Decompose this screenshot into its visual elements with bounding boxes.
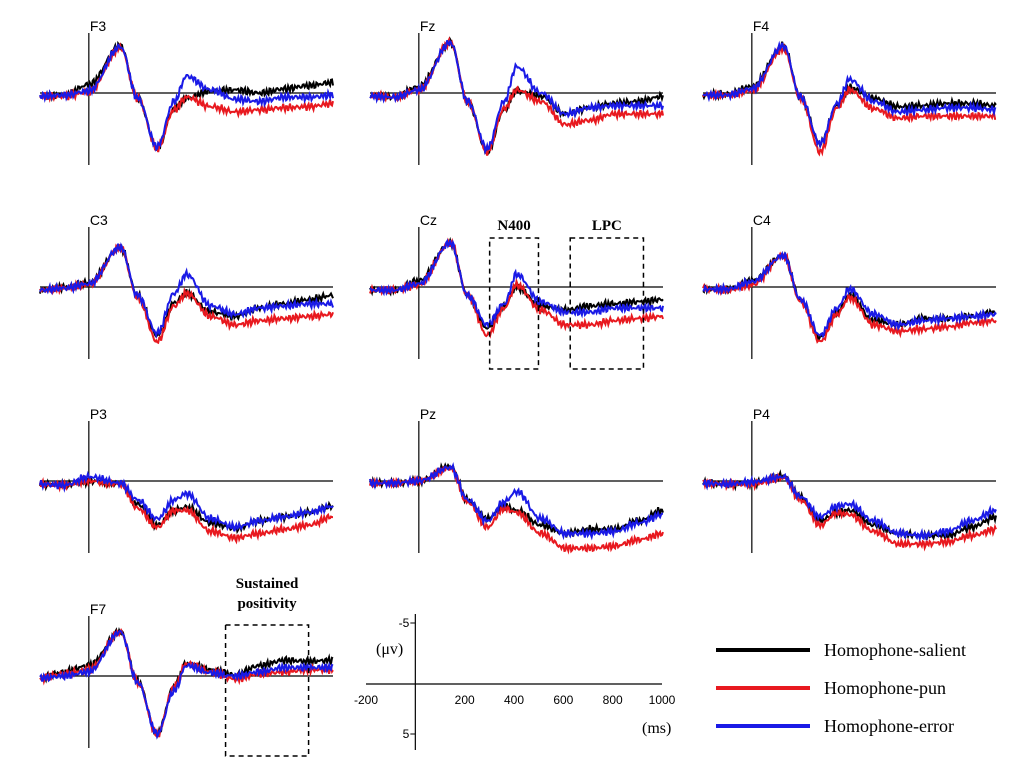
- legend-label: Homophone-pun: [824, 678, 946, 698]
- panel-fz: Fz: [369, 18, 664, 165]
- panel-f7: F7: [39, 601, 334, 748]
- electrode-label: P4: [753, 406, 770, 422]
- panel-f4: F4: [702, 18, 997, 165]
- annotation-box-1: [488, 237, 540, 370]
- panel-c3: C3: [39, 212, 334, 359]
- trace-homophone-error: [702, 40, 997, 150]
- trace-homophone-error: [39, 629, 334, 740]
- electrode-label: F3: [90, 18, 107, 34]
- trace-homophone-error: [369, 39, 664, 156]
- trace-homophone-salient: [39, 475, 334, 535]
- electrode-label: C4: [753, 212, 771, 228]
- trace-homophone-error: [702, 250, 997, 339]
- trace-homophone-pun: [702, 472, 997, 552]
- trace-homophone-error: [39, 242, 334, 339]
- panel-c4: C4: [702, 212, 997, 359]
- electrode-label: C3: [90, 212, 108, 228]
- panel-pz: Pz: [369, 406, 664, 555]
- trace-homophone-salient: [370, 36, 664, 156]
- annotations: N400 LPC Sustained positivity: [224, 218, 645, 757]
- annotation-box-2: [569, 237, 645, 370]
- panel-f3: F3: [39, 18, 334, 165]
- annotation-label: Sustained: [236, 576, 299, 592]
- trace-homophone-pun: [702, 251, 997, 344]
- electrode-label: F7: [90, 601, 107, 617]
- scale-y-tick: 5: [403, 727, 410, 741]
- scale-x-tick: 600: [553, 693, 573, 707]
- scale-y-tick: -5: [399, 616, 410, 630]
- trace-homophone-error: [39, 470, 334, 532]
- scale-x-tick: -200: [354, 693, 378, 707]
- scale-x-tick: 1000: [649, 693, 676, 707]
- scale-y-unit: (μv): [376, 641, 403, 658]
- trace-homophone-pun: [39, 243, 334, 345]
- scale-bar: -200 200 400 600 800 1000 -5 5 (μv) (ms): [354, 614, 676, 750]
- electrode-label: Fz: [420, 18, 436, 34]
- trace-homophone-salient: [39, 626, 334, 740]
- trace-homophone-error: [39, 42, 334, 152]
- electrode-label: F4: [753, 18, 770, 34]
- trace-homophone-salient: [369, 462, 664, 538]
- electrode-label: P3: [90, 406, 107, 422]
- panel-p3: P3: [39, 406, 334, 553]
- trace-homophone-pun: [369, 36, 664, 156]
- electrode-label: Cz: [420, 212, 437, 228]
- trace-homophone-salient: [702, 250, 997, 340]
- annotation-label: N400: [497, 218, 530, 234]
- scale-x-tick: 200: [455, 693, 475, 707]
- scale-x-unit: (ms): [642, 720, 671, 737]
- trace-homophone-pun: [39, 628, 334, 738]
- legend-label: Homophone-salient: [824, 640, 966, 660]
- trace-homophone-error: [702, 471, 997, 543]
- panel-p4: P4: [702, 406, 997, 553]
- trace-homophone-salient: [702, 41, 997, 149]
- trace-homophone-pun: [39, 474, 333, 545]
- scale-x-tick: 800: [603, 693, 623, 707]
- electrode-panels: F3 Fz F4 C3 Cz C4 P3 Pz P4 F7: [39, 18, 997, 748]
- annotation-label: positivity: [237, 596, 297, 612]
- annotation-label: LPC: [592, 218, 622, 234]
- legend-label: Homophone-error: [824, 716, 954, 736]
- panel-cz: Cz: [369, 212, 664, 359]
- scale-x-tick: 400: [504, 693, 524, 707]
- electrode-label: Pz: [420, 406, 436, 422]
- trace-homophone-error: [369, 238, 664, 329]
- trace-homophone-salient: [39, 243, 334, 339]
- trace-homophone-error: [369, 462, 664, 541]
- legend: Homophone-salient Homophone-pun Homophone-…: [716, 640, 966, 736]
- annotation-box-3: [224, 624, 310, 757]
